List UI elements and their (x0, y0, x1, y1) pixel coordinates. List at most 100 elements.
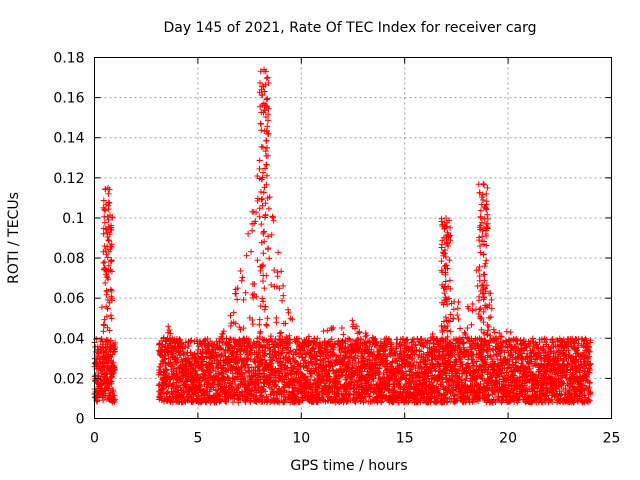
data-point (188, 361, 195, 368)
data-point (220, 328, 227, 335)
data-point (240, 325, 247, 332)
data-point (104, 337, 111, 344)
data-point (457, 325, 464, 332)
data-point (340, 331, 347, 338)
data-point (98, 304, 105, 311)
data-point (227, 344, 234, 351)
data-point (258, 399, 265, 406)
data-point (262, 388, 269, 395)
data-point (97, 376, 104, 383)
data-point (236, 391, 243, 398)
data-point (252, 342, 259, 349)
data-point (188, 337, 195, 344)
data-point (254, 195, 261, 202)
data-point (256, 316, 263, 323)
data-point (487, 290, 494, 297)
data-point (248, 248, 255, 255)
data-point (185, 343, 192, 350)
data-point (349, 317, 356, 324)
data-point (256, 321, 263, 328)
data-point (234, 285, 241, 292)
data-point (338, 325, 345, 332)
data-point (257, 328, 264, 335)
data-point (111, 365, 118, 372)
data-point (167, 330, 174, 337)
data-point (491, 329, 498, 336)
data-point (227, 312, 234, 319)
data-point (112, 396, 119, 403)
data-point (230, 309, 237, 316)
data-point (266, 255, 273, 262)
data-point (239, 274, 246, 281)
data-point (285, 309, 292, 316)
data-point (197, 382, 204, 389)
data-point (192, 367, 199, 374)
data-point (251, 381, 258, 388)
data-point (105, 385, 112, 392)
data-point (100, 397, 107, 404)
data-point (191, 338, 198, 345)
data-point (257, 303, 264, 310)
data-point (236, 324, 243, 331)
data-point (455, 315, 462, 322)
data-point (177, 337, 184, 344)
data-point (253, 293, 260, 300)
data-point (238, 277, 245, 284)
data-point (200, 358, 207, 365)
data-point (366, 393, 373, 400)
data-point (102, 280, 109, 287)
data-point (232, 320, 239, 327)
data-point (464, 324, 471, 331)
data-point (232, 381, 239, 388)
data-point (99, 364, 106, 371)
data-point (100, 328, 107, 335)
data-point (221, 350, 228, 357)
data-point (278, 268, 285, 275)
data-point (490, 326, 497, 333)
data-point (199, 361, 206, 368)
data-point (237, 396, 244, 403)
data-point (259, 394, 266, 401)
data-point (469, 300, 476, 307)
data-point (237, 326, 244, 333)
data-point (249, 227, 256, 234)
data-point (245, 230, 252, 237)
data-point (259, 195, 266, 202)
data-point (247, 398, 254, 405)
data-point (263, 322, 270, 329)
data-point (217, 378, 224, 385)
data-point (195, 343, 202, 350)
data-point (328, 326, 335, 333)
data-point (245, 368, 252, 375)
data-point (273, 315, 280, 322)
data-point (226, 335, 233, 342)
data-point (162, 367, 169, 374)
data-point (455, 299, 462, 306)
data-point (249, 321, 256, 328)
data-point (237, 268, 244, 275)
data-point (184, 397, 191, 404)
data-point (253, 209, 260, 216)
data-point (229, 399, 236, 406)
data-point (110, 370, 117, 377)
data-point (182, 344, 189, 351)
data-point (227, 367, 234, 374)
data-point (240, 296, 247, 303)
data-point (248, 345, 255, 352)
data-point (269, 214, 276, 221)
data-point (320, 328, 327, 335)
data-point (110, 388, 117, 395)
data-point (162, 383, 169, 390)
data-point (198, 341, 205, 348)
data-point (170, 380, 177, 387)
data-point (180, 351, 187, 358)
data-point (173, 359, 180, 366)
data-point (165, 323, 172, 330)
data-point (162, 352, 169, 359)
data-point (274, 273, 281, 280)
data-point (108, 380, 115, 387)
data-point (258, 196, 265, 203)
data-point (199, 355, 206, 362)
data-point (254, 257, 261, 264)
